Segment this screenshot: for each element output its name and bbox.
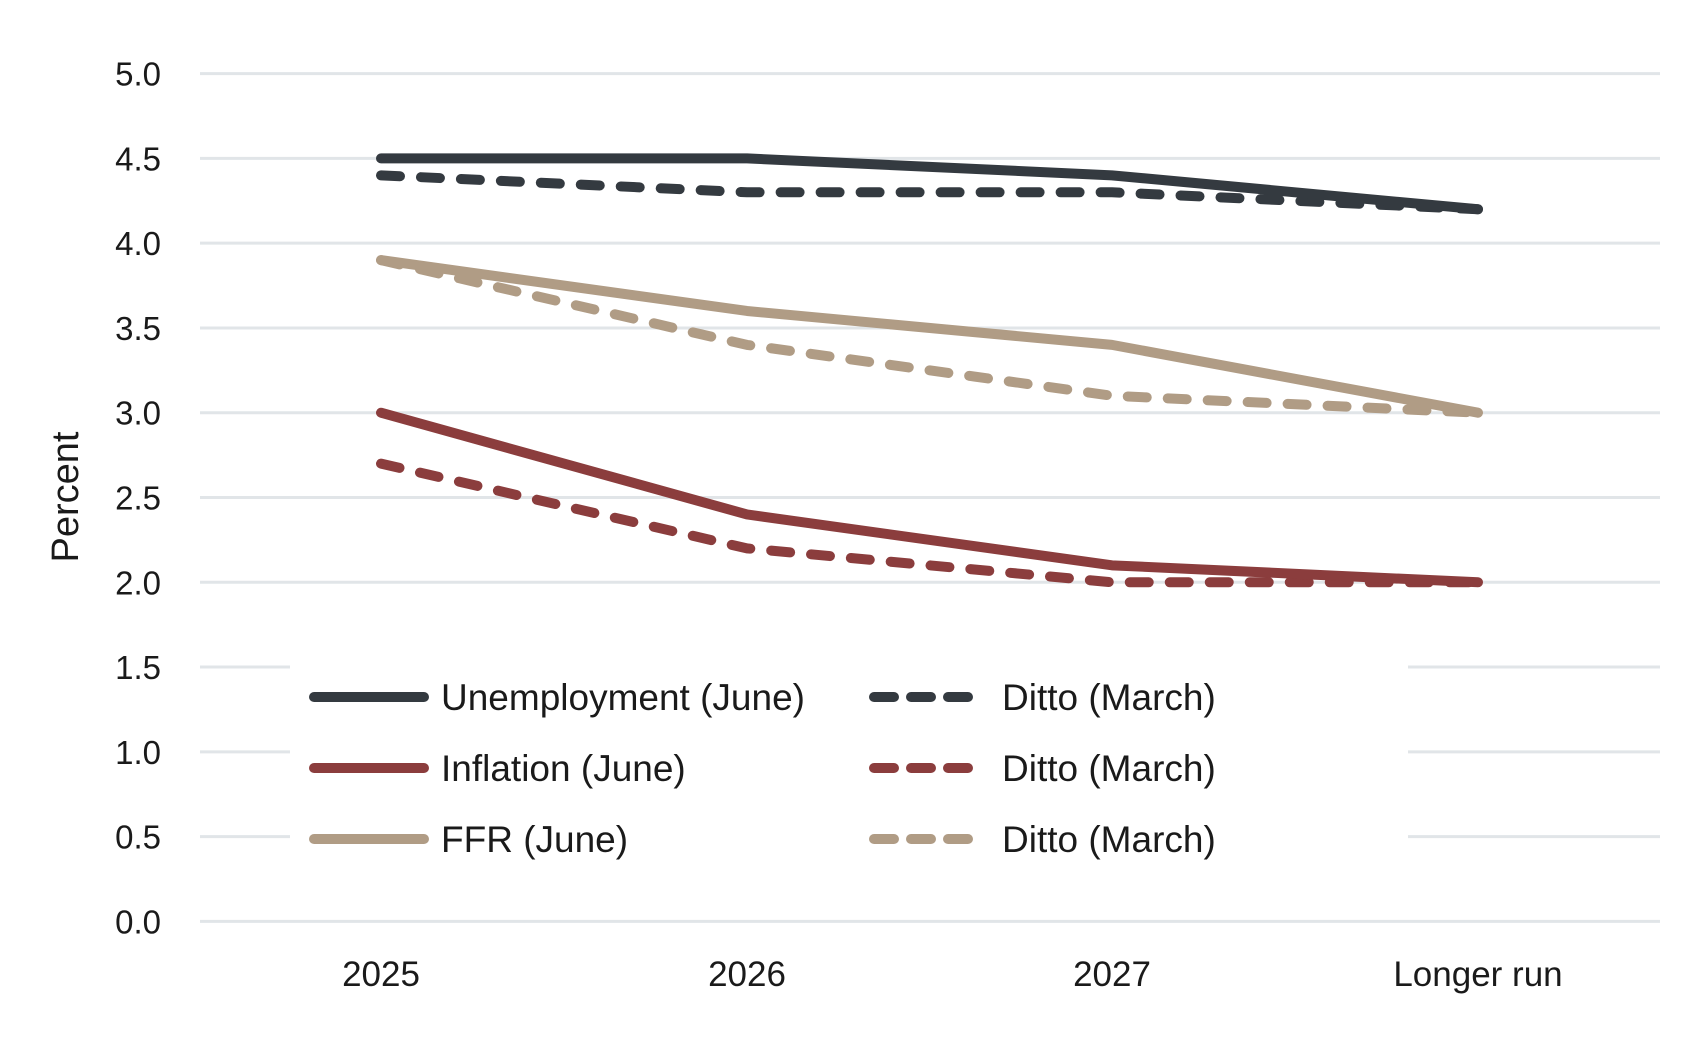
y-tick-label: 2.0 <box>115 564 161 601</box>
series-line-ffr-june <box>376 255 1483 418</box>
y-axis-ticks: 0.0 0.5 1.0 1.5 2.0 2.5 3.0 3.5 4.0 4.5 5.0 <box>115 56 161 941</box>
y-axis-label: Percent <box>45 431 87 562</box>
y-tick-label: 3.5 <box>115 310 161 347</box>
legend-label: Inflation (June) <box>441 748 686 789</box>
y-tick-label: 1.0 <box>115 734 161 771</box>
legend-label: Ditto (March) <box>1002 748 1216 789</box>
series-lines <box>376 153 1483 588</box>
series-line-ditto-march <box>376 170 1483 215</box>
y-tick-label: 3.0 <box>115 395 161 432</box>
series-line-unemployment-june <box>376 153 1483 215</box>
legend-label: Ditto (March) <box>1002 819 1216 860</box>
x-tick-label: 2027 <box>1073 955 1151 994</box>
series-line-ditto-march <box>376 458 1483 588</box>
legend-label: FFR (June) <box>441 819 628 860</box>
legend-label: Unemployment (June) <box>441 677 805 718</box>
y-tick-label: 0.0 <box>115 903 161 940</box>
y-tick-label: 1.5 <box>115 649 161 686</box>
series-line-ditto-march <box>376 255 1483 418</box>
x-tick-label: 2026 <box>708 955 786 994</box>
x-tick-label: 2025 <box>342 955 420 994</box>
y-tick-label: 4.5 <box>115 140 161 177</box>
y-tick-label: 5.0 <box>115 56 161 93</box>
legend: Unemployment (June) Ditto (March) Inflatio… <box>290 663 1408 890</box>
legend-label: Ditto (March) <box>1002 677 1216 718</box>
y-tick-label: 2.5 <box>115 480 161 517</box>
y-tick-label: 4.0 <box>115 225 161 262</box>
y-tick-label: 0.5 <box>115 819 161 856</box>
series-line-inflation-june <box>376 407 1483 588</box>
x-axis-ticks: 2025 2026 2027 Longer run <box>342 955 1563 994</box>
legend-background <box>290 663 1408 890</box>
x-tick-label: Longer run <box>1393 955 1562 994</box>
